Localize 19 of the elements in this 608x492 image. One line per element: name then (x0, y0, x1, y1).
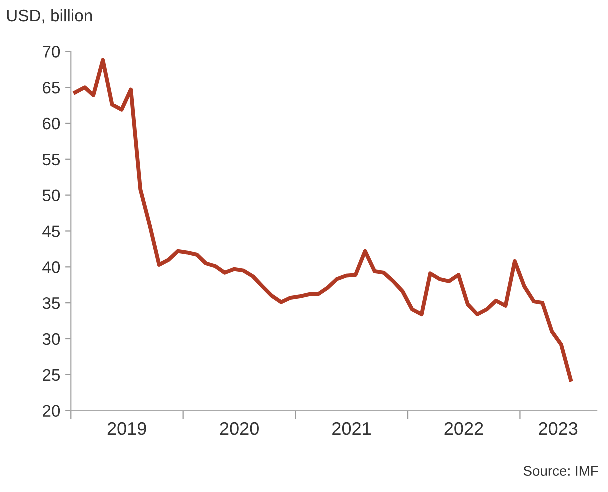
y-axis-title: USD, billion (7, 9, 92, 24)
y-tick-label: 55 (42, 154, 60, 166)
y-tick-label: 35 (42, 297, 60, 310)
y-tick-label: 70 (43, 46, 60, 58)
y-tick-label: 65 (43, 82, 60, 94)
x-tick-label: 2020 (220, 422, 259, 436)
x-tick-label: 2021 (332, 422, 371, 436)
y-tick-label: 60 (43, 118, 60, 130)
source-note: Source: IMF (524, 466, 598, 476)
x-tick-label: 2023 (539, 422, 578, 436)
y-tick-label: 40 (42, 262, 60, 274)
x-tick-label: 2022 (444, 422, 484, 436)
x-tick-label: 2019 (108, 422, 146, 436)
y-tick-label: 50 (42, 190, 60, 202)
y-tick-label: 25 (43, 369, 60, 382)
y-tick-label: 30 (42, 333, 60, 346)
y-tick-label: 45 (42, 226, 60, 238)
y-tick-label: 20 (43, 405, 60, 418)
line-series (73, 58, 573, 382)
